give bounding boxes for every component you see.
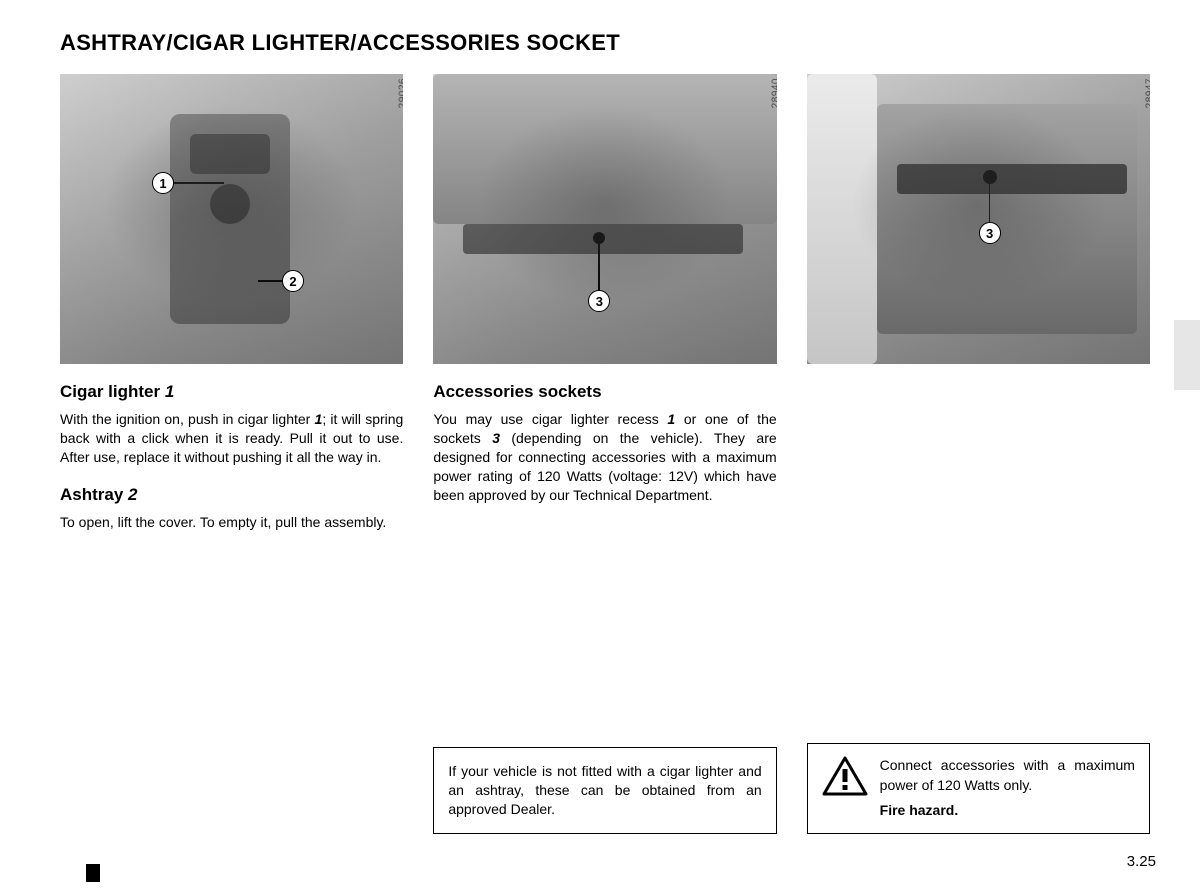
callout-2: 2: [282, 270, 304, 292]
note-box: If your vehicle is not fitted with a cig…: [433, 747, 776, 834]
page-title: ASHTRAY/CIGAR LIGHTER/ACCESSORIES SOCKET: [60, 30, 1150, 56]
section-title-text: Ashtray: [60, 485, 128, 504]
callout-1: 1: [152, 172, 224, 194]
warning-box: Connect accessories with a maximum power…: [807, 743, 1150, 834]
accessories-body: You may use cigar lighter recess 1 or on…: [433, 410, 776, 504]
figure-code: 28947: [1144, 78, 1150, 108]
warning-icon: [822, 756, 868, 796]
section-title-accessories: Accessories sockets: [433, 382, 776, 402]
section-title-text: Cigar lighter: [60, 382, 165, 401]
ashtray-body: To open, lift the cover. To empty it, pu…: [60, 513, 403, 532]
content-columns: 29026 1 2 Cigar lighter 1 With the ignit…: [60, 74, 1150, 834]
warning-text-block: Connect accessories with a maximum power…: [880, 756, 1135, 821]
callout-3b: 3: [979, 222, 1001, 244]
figure-code: 29026: [397, 78, 403, 108]
warning-text: Connect accessories with a maximum power…: [880, 757, 1135, 793]
footer-mark: [86, 864, 100, 882]
section-title-cigar-lighter: Cigar lighter 1: [60, 382, 403, 402]
column-3: 28947 3 Connect accessories with a maxim…: [807, 74, 1150, 834]
section-title-num: 2: [128, 485, 137, 504]
section-title-ashtray: Ashtray 2: [60, 485, 403, 505]
n: 3: [492, 430, 500, 446]
warning-hazard: Fire hazard.: [880, 801, 1135, 821]
side-tab: [1174, 320, 1200, 390]
cigar-lighter-body: With the ignition on, push in cigar ligh…: [60, 410, 403, 467]
t: With the ignition on, push in cigar ligh…: [60, 411, 315, 427]
note-text: If your vehicle is not fitted with a cig…: [448, 763, 761, 817]
figure-code: 28940: [771, 78, 777, 108]
figure-3: 28947 3: [807, 74, 1150, 364]
t: You may use cigar lighter recess: [433, 411, 667, 427]
callout-number: 3: [979, 222, 1001, 244]
column-1: 29026 1 2 Cigar lighter 1 With the ignit…: [60, 74, 403, 834]
section-title-num: 1: [165, 382, 174, 401]
page-number: 3.25: [1127, 853, 1156, 870]
figure-1: 29026 1 2: [60, 74, 403, 364]
callout-number: 2: [282, 270, 304, 292]
column-2: 28940 3 Accessories sockets You may use …: [433, 74, 776, 834]
callout-number: 1: [152, 172, 174, 194]
callout-3a: 3: [588, 290, 610, 312]
callout-number: 3: [588, 290, 610, 312]
figure-2: 28940 3: [433, 74, 776, 364]
